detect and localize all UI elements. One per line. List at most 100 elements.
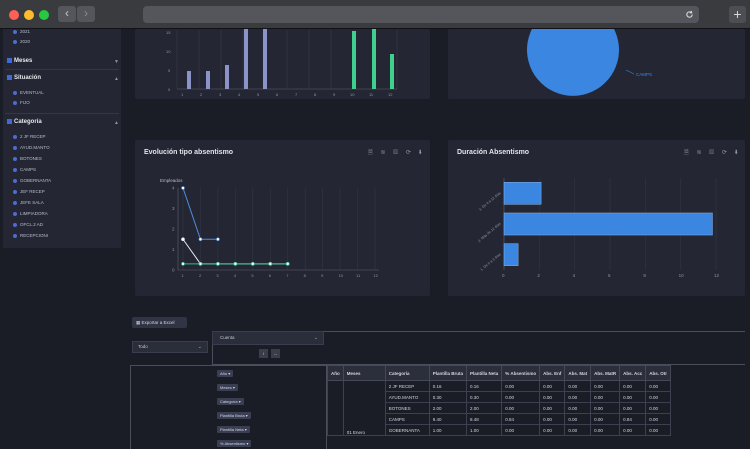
filters-sidebar: 2021 2020 Meses ▼ Situación ▲ EVENTUAL F… (3, 29, 121, 248)
category-label: 1. De 0 a 3 días (480, 252, 502, 272)
column-header[interactable]: % Absentismo (501, 365, 541, 381)
minimize-window-button[interactable] (24, 10, 34, 20)
reload-icon[interactable] (685, 10, 694, 19)
column-header[interactable]: Abs. Otr (645, 365, 672, 381)
filter-item[interactable]: OFCL.2 AD (13, 222, 43, 227)
data-point[interactable] (285, 262, 290, 266)
bar[interactable] (503, 243, 519, 266)
y-tick: 3 (172, 206, 175, 211)
x-tick: 0 (502, 273, 505, 278)
column-header[interactable]: Meses (342, 365, 386, 381)
filter-item[interactable]: LIMPIADORA (13, 211, 48, 216)
filter-item[interactable]: JEF RECEP (13, 189, 45, 194)
x-tick: 4 (234, 273, 237, 278)
filter-item[interactable]: EVENTUAL (13, 90, 44, 95)
export-excel-button[interactable]: ▦ Exportar a Excel (132, 317, 187, 328)
x-tick: 4 (238, 92, 241, 97)
y-tick: 5 (168, 68, 171, 73)
pivot-field-chip[interactable]: Meses ▾ (217, 384, 238, 391)
filter-item[interactable]: JEFE SALA (13, 200, 44, 205)
monthly-bar-chart-panel: 0 5 10 15 1 2 3 4 5 6 7 8 9 10 11 12 (135, 29, 430, 99)
renderer-select[interactable]: Todo ⌄ (132, 341, 208, 353)
x-tick: 5 (251, 273, 254, 278)
filter-item[interactable]: CAMPS (13, 167, 36, 172)
table-cell: 0.00 (590, 424, 621, 436)
row-order-button[interactable]: ↕ (259, 349, 268, 358)
pivot-field-chip[interactable]: Plantilla Bruta ▾ (217, 412, 251, 419)
bar[interactable] (503, 212, 713, 236)
pivot-field-chip[interactable]: Año ▾ (217, 370, 234, 377)
pivot-field-chip[interactable]: Categoría ▾ (217, 398, 244, 405)
column-header[interactable]: Abs. Mat (564, 365, 592, 381)
filter-item-year-2020[interactable]: 2020 (13, 39, 30, 44)
forward-button[interactable]: › (77, 6, 95, 22)
bar (206, 71, 210, 89)
table-cell: 0.00 (590, 380, 621, 392)
bullet-icon (13, 134, 17, 139)
table-cell: 0.00 (539, 402, 566, 414)
column-header[interactable]: Abs. Acc (619, 365, 647, 381)
bar (372, 29, 376, 89)
data-point[interactable] (233, 262, 238, 266)
filter-item[interactable]: AYUD.MANTO (13, 145, 50, 150)
zoom-window-button[interactable] (39, 10, 49, 20)
table-cell: 0.00 (590, 402, 621, 414)
legend-label: Empleados (160, 178, 183, 183)
pie-slice (527, 10, 619, 96)
data-point[interactable] (198, 237, 203, 242)
y-tick: 2 (172, 227, 175, 232)
filter-item[interactable]: BOTONES (13, 156, 42, 161)
bar[interactable] (503, 182, 542, 205)
table-cell: 9.40 (428, 413, 468, 425)
filter-item[interactable]: FIJO (13, 100, 30, 105)
data-point[interactable] (181, 262, 185, 266)
checkbox-icon (7, 119, 12, 124)
col-order-button[interactable]: ↔ (271, 349, 280, 358)
month-cell: 01 Enero (342, 380, 386, 436)
table-cell: 0.00 (564, 391, 592, 403)
table-cell: 0.00 (645, 380, 672, 392)
column-header[interactable]: Año (327, 365, 344, 381)
data-point[interactable] (216, 262, 220, 266)
data-point[interactable] (216, 237, 220, 242)
new-tab-button[interactable]: + (729, 6, 746, 23)
column-header[interactable]: Abs. Enf (539, 365, 566, 381)
section-meses-header[interactable]: Meses (7, 58, 32, 64)
checkbox-icon (7, 75, 12, 80)
filter-item[interactable]: 2 JF RECEP (13, 134, 46, 139)
bullet-icon (13, 189, 17, 194)
x-tick: 10 (679, 273, 685, 278)
collapse-categoria-icon[interactable]: ▲ (114, 120, 119, 126)
address-bar[interactable] (143, 6, 699, 23)
filter-item-year-2021[interactable]: 2021 (13, 29, 30, 34)
aggregator-select[interactable]: Cuenta ⌄ (212, 331, 324, 345)
pivot-field-chip[interactable]: Plantilla Neta ▾ (217, 426, 250, 433)
column-header[interactable]: Abs. MatR (590, 365, 621, 381)
panel-toolbox[interactable]: 🗎 ≋ ▥ ⟳ ⬇ (368, 150, 426, 156)
section-situacion-header[interactable]: Situación (7, 75, 41, 81)
duracion-bar-chart: 0 2 4 6 8 10 12 3. De 4 a 12 días 2. Más de 12 d… (477, 178, 720, 278)
column-header[interactable]: Plantilla Bruta (428, 365, 468, 381)
data-point[interactable] (251, 262, 255, 266)
table-cell: 0.30 (428, 391, 468, 403)
pivot-field-chip[interactable]: % Absentismo ▾ (217, 440, 252, 447)
data-point[interactable] (268, 262, 273, 266)
collapse-situacion-icon[interactable]: ▲ (114, 76, 119, 82)
section-categoria-header[interactable]: Categoría (7, 119, 42, 125)
data-point[interactable] (181, 237, 185, 242)
data-point[interactable] (181, 186, 185, 190)
filter-item[interactable]: GOBERNANTA (13, 178, 51, 183)
column-header[interactable]: Categoría (384, 365, 430, 381)
bullet-icon (13, 145, 17, 150)
chevron-left-icon: ‹ (65, 6, 69, 20)
close-window-button[interactable] (9, 10, 19, 20)
y-tick: 10 (166, 49, 171, 54)
panel-toolbox[interactable]: 🗎 ≋ ▥ ⟳ ⬇ (684, 150, 742, 156)
table-cell: 0.00 (645, 424, 672, 436)
filter-item[interactable]: RECEPCIONI (13, 233, 48, 238)
back-button[interactable]: ‹ (58, 6, 76, 22)
bar (225, 65, 229, 89)
collapse-meses-icon[interactable]: ▼ (114, 59, 119, 65)
column-header[interactable]: Plantilla Neta (466, 365, 503, 381)
data-point[interactable] (198, 262, 203, 266)
